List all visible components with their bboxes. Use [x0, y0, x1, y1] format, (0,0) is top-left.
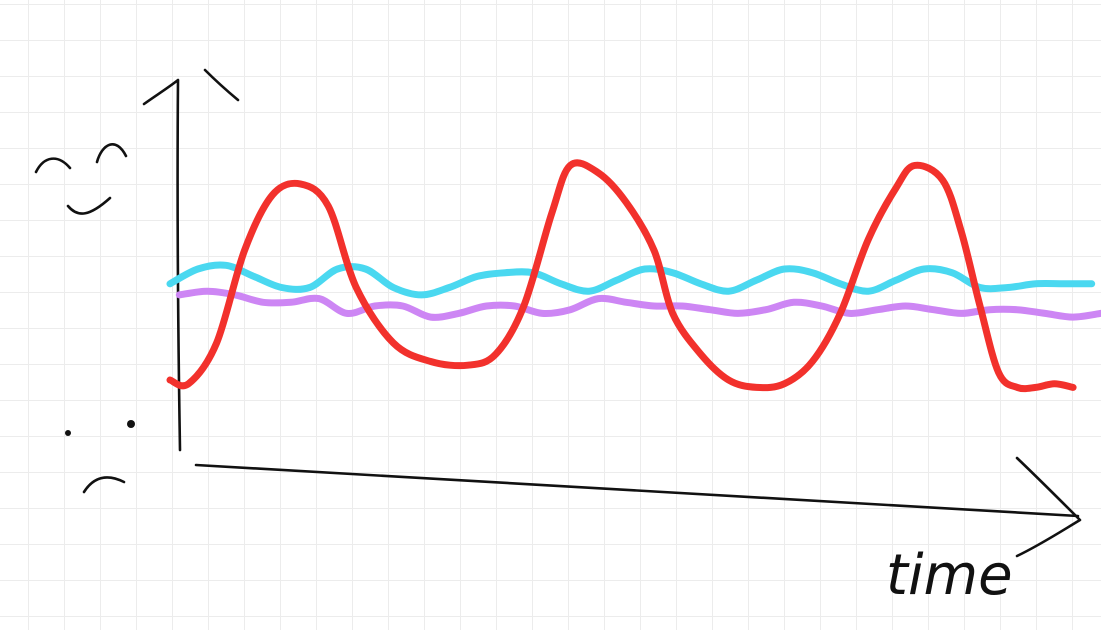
x-axis-arrowhead	[1015, 456, 1082, 558]
x-axis	[194, 463, 1080, 518]
happy-face-icon	[34, 143, 128, 215]
series-layer	[166, 159, 1101, 393]
series-red-line	[166, 159, 1077, 393]
y-axis	[142, 68, 240, 452]
series-purple-line	[175, 287, 1101, 321]
x-axis-label: time	[886, 543, 1013, 608]
sad-face-icon	[65, 420, 135, 494]
series-cyan-line	[166, 261, 1096, 299]
